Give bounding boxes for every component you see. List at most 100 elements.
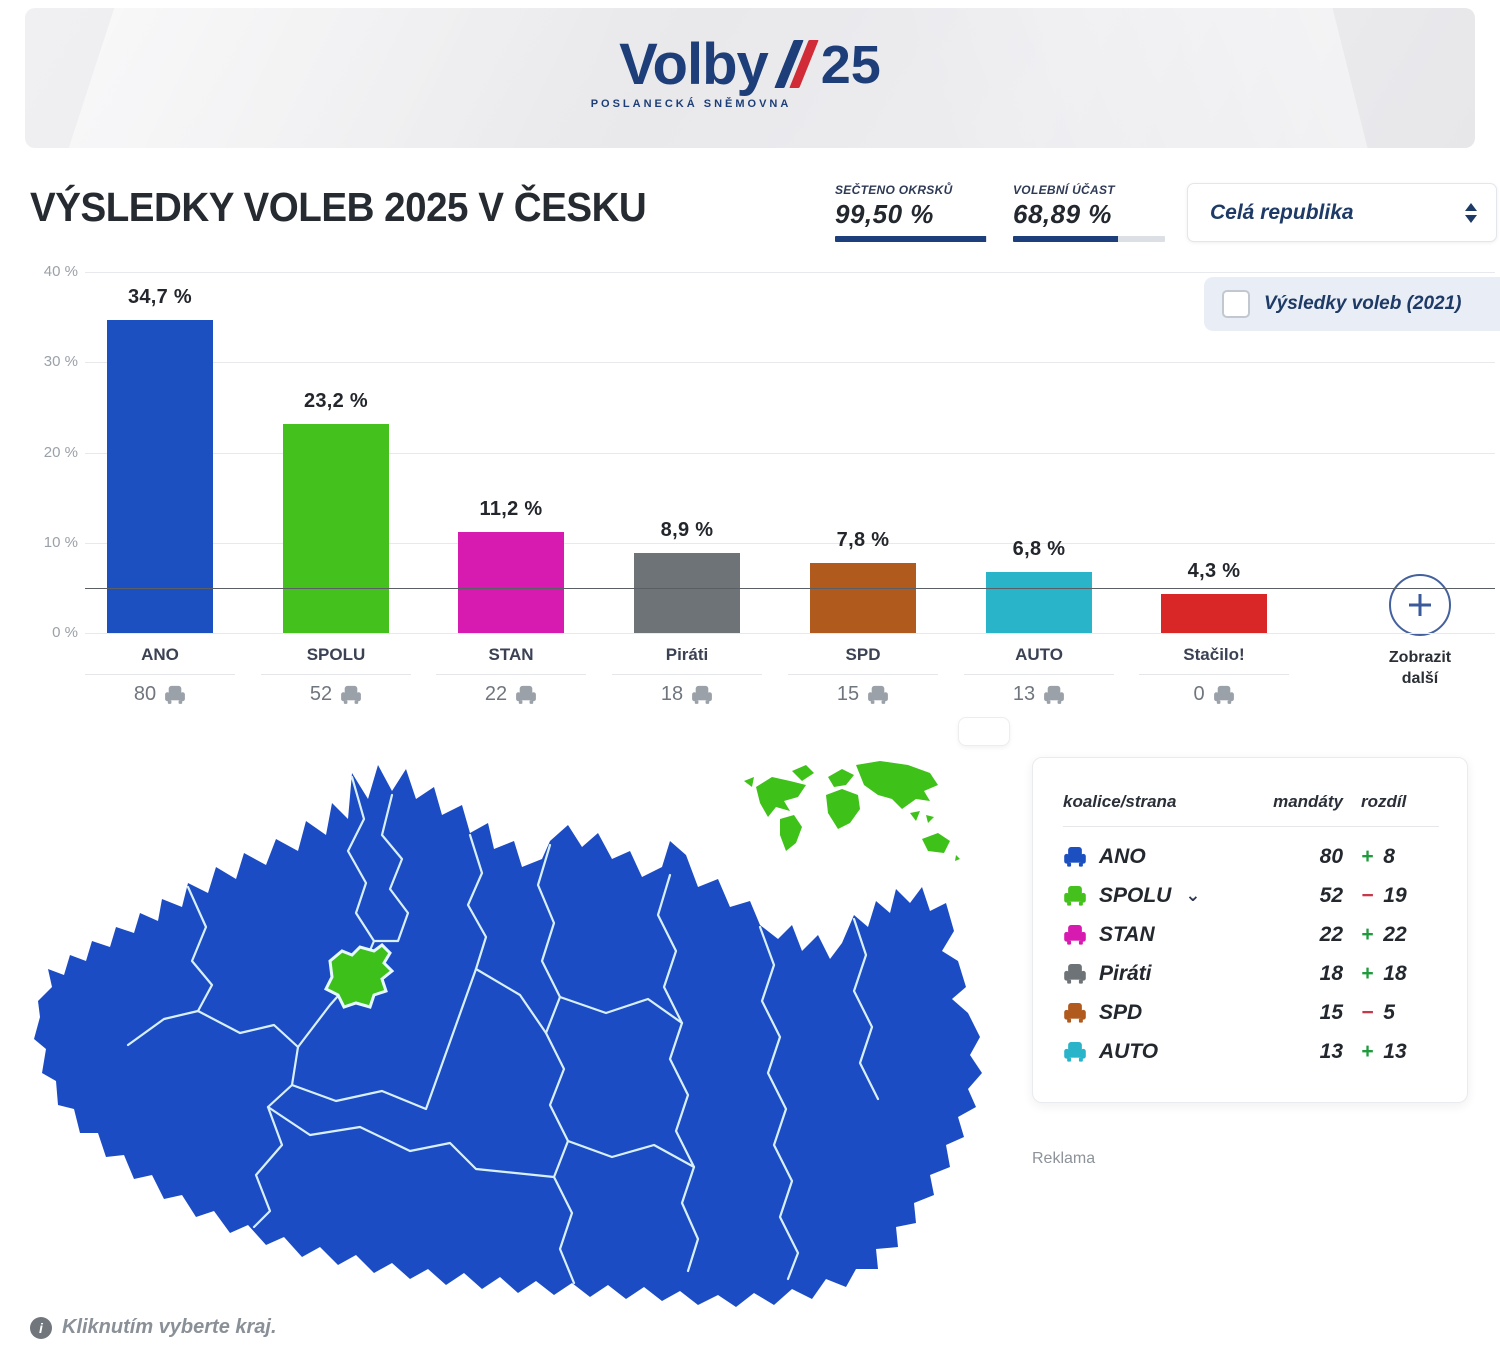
seat-icon — [1064, 1041, 1086, 1062]
seat-count: 52 — [248, 683, 424, 706]
divider — [436, 674, 586, 675]
progress-track — [835, 236, 987, 242]
bar-column-spolu: 23,2 % SPOLU 52 — [248, 255, 424, 725]
party-name: Stačilo! — [1183, 645, 1245, 664]
seat-number: 52 — [309, 683, 333, 705]
party-cell: STAN — [1063, 923, 1251, 947]
seat-number: 22 — [484, 683, 508, 705]
tooltip-placeholder — [958, 717, 1010, 746]
seat-icon — [1064, 1002, 1086, 1023]
show-more-button[interactable]: Zobrazit další — [1357, 574, 1483, 690]
stat-value: 68,89 % — [1013, 199, 1112, 229]
diff-value: 13 — [1383, 1039, 1407, 1063]
party-cell: AUTO — [1063, 1040, 1251, 1064]
gridline — [85, 452, 1495, 454]
col-header-mandates: mandáty — [1273, 792, 1343, 811]
gridline — [85, 272, 1495, 273]
plus-sign: + — [1361, 844, 1374, 868]
bar-column-pirti: 8,9 % Piráti 18 — [599, 255, 775, 725]
czech-map-svg[interactable] — [30, 755, 990, 1310]
divider — [788, 674, 938, 675]
y-axis-tick: 10 % — [43, 533, 78, 551]
bar[interactable] — [986, 572, 1092, 633]
bar[interactable] — [107, 320, 213, 633]
bar-value-label: 34,7 % — [127, 286, 193, 308]
minus-sign: − — [1361, 883, 1374, 907]
bar-value-label: 23,2 % — [303, 390, 369, 412]
stat-turnout: VOLEBNÍ ÚČAST 68,89 % — [1013, 183, 1165, 242]
seat-count: 80 — [72, 683, 248, 706]
table-row-spolu[interactable]: SPOLU ⌄ 52−19 — [1063, 876, 1439, 915]
bar-column-stailo: 4,3 % Stačilo! 0 — [1126, 255, 1302, 725]
diff-value: 19 — [1383, 883, 1407, 907]
czech-regions-map[interactable] — [30, 755, 990, 1310]
plus-circle-icon[interactable] — [1389, 574, 1451, 636]
table-body: ANO 80 +8 SPOLU ⌄ 52−19 STAN 22 +22 Piráti 18 +18 SP… — [1063, 837, 1439, 1071]
stat-value: 99,50 % — [835, 199, 934, 229]
map-hint: i Kliknutím vyberte kraj. — [30, 1316, 277, 1339]
y-axis-tick: 30 % — [43, 353, 78, 371]
seat-icon — [341, 685, 362, 704]
diff-value: 5 — [1383, 1000, 1395, 1024]
seat-icon — [1064, 963, 1086, 984]
party-label: SPOLU — [1099, 883, 1172, 907]
bar[interactable] — [634, 553, 740, 633]
logo-subtitle: POSLANECKÁ SNĚMOVNA — [590, 98, 792, 110]
table-row-spd: SPD 15−5 — [1063, 993, 1439, 1032]
table-row-pirti: Piráti 18 +18 — [1063, 954, 1439, 993]
logo-slashes-icon — [774, 40, 819, 88]
party-label: SPD — [1099, 1000, 1143, 1024]
diff-cell: +18 — [1343, 962, 1439, 986]
ad-label: Reklama — [1032, 1150, 1096, 1167]
seat-number: 0 — [1193, 683, 1205, 705]
map-country-shape[interactable] — [34, 765, 982, 1307]
diff-cell: +8 — [1343, 845, 1439, 869]
legend-2021-toggle[interactable]: Výsledky voleb (2021) — [1204, 277, 1500, 331]
seat-count: 15 — [775, 683, 951, 706]
bar[interactable] — [283, 424, 389, 633]
party-name: SPOLU — [306, 645, 366, 664]
bar[interactable] — [810, 563, 916, 633]
y-axis-tick: 40 % — [43, 263, 78, 280]
plus-sign: + — [1361, 922, 1374, 946]
seat-number: 80 — [133, 683, 157, 705]
logo-word: Volby — [619, 32, 769, 97]
legend-label: Výsledky voleb (2021) — [1264, 293, 1462, 314]
party-label: AUTO — [1099, 1039, 1159, 1063]
plus-sign: + — [1361, 1039, 1374, 1063]
diff-cell: −5 — [1343, 1001, 1439, 1025]
mandates-cell: 18 — [1319, 961, 1343, 985]
gridline — [85, 362, 1495, 364]
party-cell: SPOLU ⌄ — [1063, 884, 1251, 908]
chevron-down-icon[interactable]: ⌄ — [1185, 885, 1201, 905]
page-title: VÝSLEDKY VOLEB 2025 V ČESKU — [30, 184, 647, 230]
region-select[interactable]: Celá republika — [1187, 183, 1497, 242]
seat-number: 13 — [1012, 683, 1036, 705]
divider — [1139, 674, 1289, 675]
bar-value-label: 6,8 % — [1012, 538, 1066, 560]
world-map-abroad[interactable] — [744, 761, 960, 861]
table-row-ano: ANO 80 +8 — [1063, 837, 1439, 876]
seat-icon — [165, 685, 186, 704]
party-name: ANO — [141, 645, 179, 664]
gridline — [85, 633, 1495, 634]
diff-value: 18 — [1383, 961, 1407, 985]
mandates-table-card: koalice/strana mandáty rozdíl ANO 80 +8 SPO… — [1032, 757, 1468, 1103]
map-prague-region[interactable] — [323, 943, 395, 1009]
results-bar-chart: Zobrazit další 0 % 10 % 20 % 30 % 40 % 34,7 % A… — [0, 255, 1500, 735]
bar[interactable] — [458, 532, 564, 633]
progress-track — [1013, 236, 1165, 242]
seat-number: 15 — [836, 683, 860, 705]
y-axis-tick: 0 % — [52, 624, 78, 641]
diff-value: 22 — [1383, 922, 1407, 946]
y-axis-tick: 20 % — [43, 443, 78, 461]
diff-cell: +22 — [1343, 923, 1439, 947]
progress-fill — [835, 236, 987, 242]
party-cell: Piráti — [1063, 962, 1251, 986]
mandates-cell: 15 — [1319, 1000, 1343, 1024]
seat-count: 13 — [951, 683, 1127, 706]
bar-value-label: 8,9 % — [660, 519, 714, 541]
party-name: Piráti — [665, 645, 709, 664]
bar[interactable] — [1161, 594, 1267, 633]
legend-checkbox[interactable] — [1222, 290, 1250, 318]
